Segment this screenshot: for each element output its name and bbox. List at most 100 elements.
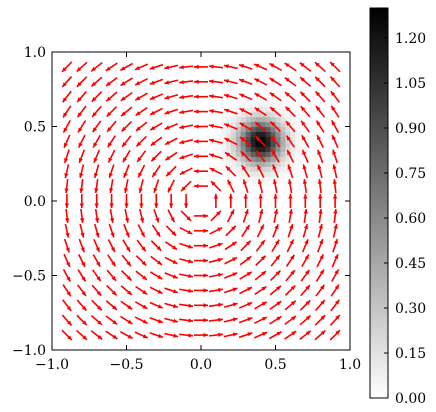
quiver-arrow-head [141, 260, 147, 266]
quiver-arrow [287, 164, 294, 179]
heatmap-cell [255, 126, 262, 133]
quiver-arrow-head [108, 172, 113, 178]
quiver-arrow-head [203, 228, 208, 233]
quiver-arrow-head [285, 92, 290, 97]
quiver-arrow [285, 120, 296, 133]
quiver-arrow-head [246, 287, 252, 292]
heatmap-cell [275, 171, 282, 177]
quiver-arrow-head [320, 300, 325, 305]
quiver-arrow [270, 135, 281, 148]
quiver-arrow-head [164, 140, 170, 145]
quiver-arrow [64, 179, 69, 194]
quiver-arrow [238, 332, 253, 339]
quiver-arrow-head [224, 108, 230, 113]
quiver-arrow [105, 315, 118, 326]
heatmap-cell [240, 176, 247, 182]
quiver-arrow-head [111, 290, 117, 296]
heatmap-cell [285, 141, 291, 147]
quiver-arrow [255, 239, 266, 252]
quiver-arrow-head [111, 276, 117, 281]
quiver-arrow-head [62, 82, 67, 88]
heatmap-cell [220, 161, 227, 167]
heatmap-cell [240, 126, 247, 133]
quiver-arrow [164, 302, 179, 309]
quiver-arrow-head [316, 120, 321, 126]
quiver-arrow-head [276, 316, 282, 321]
quiver-arrow-head [78, 142, 83, 148]
quiver-arrow-head [242, 179, 247, 185]
quiver-arrow-head [179, 139, 185, 145]
quiver-arrow [61, 61, 73, 73]
quiver-arrow [109, 208, 115, 223]
heatmap-cell [230, 161, 237, 167]
heatmap-cell [275, 131, 282, 138]
quiver-arrow-head [181, 186, 186, 192]
quiver-arrow-head [239, 122, 245, 128]
quiver-arrow [105, 76, 118, 87]
heatmap-cell [250, 121, 257, 128]
heatmap-cell [235, 141, 242, 147]
quiver-arrow-head [320, 330, 326, 336]
quiver-arrow-head [332, 135, 337, 140]
quiver-arrow [76, 284, 87, 297]
quiver-arrow-head [164, 110, 170, 115]
quiver-arrow-head [203, 273, 208, 278]
quiver-arrow [179, 242, 193, 249]
quiver-arrow-head [154, 203, 159, 208]
quiver-arrow-head [203, 303, 208, 308]
quiver-arrow-head [110, 232, 115, 238]
x-tick-label: 1.0 [339, 357, 361, 373]
quiver-arrow-head [217, 257, 223, 263]
quiver-arrow-head [127, 290, 132, 295]
quiver-arrow [315, 105, 326, 118]
quiver-arrow-head [286, 135, 291, 141]
quiver-arrow [123, 164, 130, 178]
heatmap-cell [295, 131, 301, 138]
quiver-arrow-head [239, 78, 245, 83]
quiver-arrow-head [63, 142, 68, 148]
quiver-arrow [213, 194, 219, 208]
heatmap-cell [245, 126, 252, 133]
heatmap-cell [265, 131, 272, 138]
heatmap-cell [260, 121, 267, 128]
quiver-arrow-head [172, 289, 178, 294]
quiver-arrow-head [316, 106, 321, 111]
heatmap-cell [240, 146, 247, 152]
quiver-arrow-head [330, 91, 336, 97]
quiver-arrow [153, 179, 160, 193]
quiver-arrow [63, 253, 71, 268]
quiver-arrow [331, 253, 339, 268]
quiver-arrow-head [92, 127, 98, 133]
quiver-arrow [286, 149, 295, 163]
quiver-arrow [225, 165, 237, 177]
quiver-arrow-head [96, 276, 101, 282]
quiver-arrow [299, 299, 311, 311]
heatmap-cell [275, 146, 282, 152]
quiver-arrow [76, 61, 88, 73]
quiver-arrow-head [257, 164, 262, 170]
quiver-arrow [119, 62, 134, 71]
quiver-arrow [225, 225, 237, 237]
quiver-arrow-head [228, 194, 233, 199]
heatmap-cell [250, 181, 257, 187]
quiver-arrow [208, 79, 223, 84]
quiver-arrow [91, 299, 103, 311]
colorbar-ticks: 0.00 0.15 0.30 0.45 0.60 0.75 0.90 1.05 1.20 [384, 31, 426, 407]
heatmap-cell [240, 171, 247, 177]
quiver-arrow-head [110, 246, 115, 252]
quiver-arrow [238, 93, 253, 101]
quiver-arrow-head [187, 229, 193, 234]
heatmap-cell [260, 166, 267, 172]
quiver-arrow [332, 164, 338, 179]
quiver-arrow-head [150, 141, 156, 146]
quiver-arrow [258, 194, 263, 208]
quiver-arrow [273, 208, 279, 223]
quiver-arrow-head [111, 261, 116, 267]
quiver-arrow-head [138, 172, 143, 178]
quiver-arrow-head [79, 188, 84, 194]
quiver-arrow-head [299, 62, 305, 68]
heatmap-cell [235, 156, 242, 162]
quiver-arrow [63, 238, 70, 253]
quiver-arrow-head [109, 203, 114, 208]
heatmap-cell [225, 146, 232, 152]
